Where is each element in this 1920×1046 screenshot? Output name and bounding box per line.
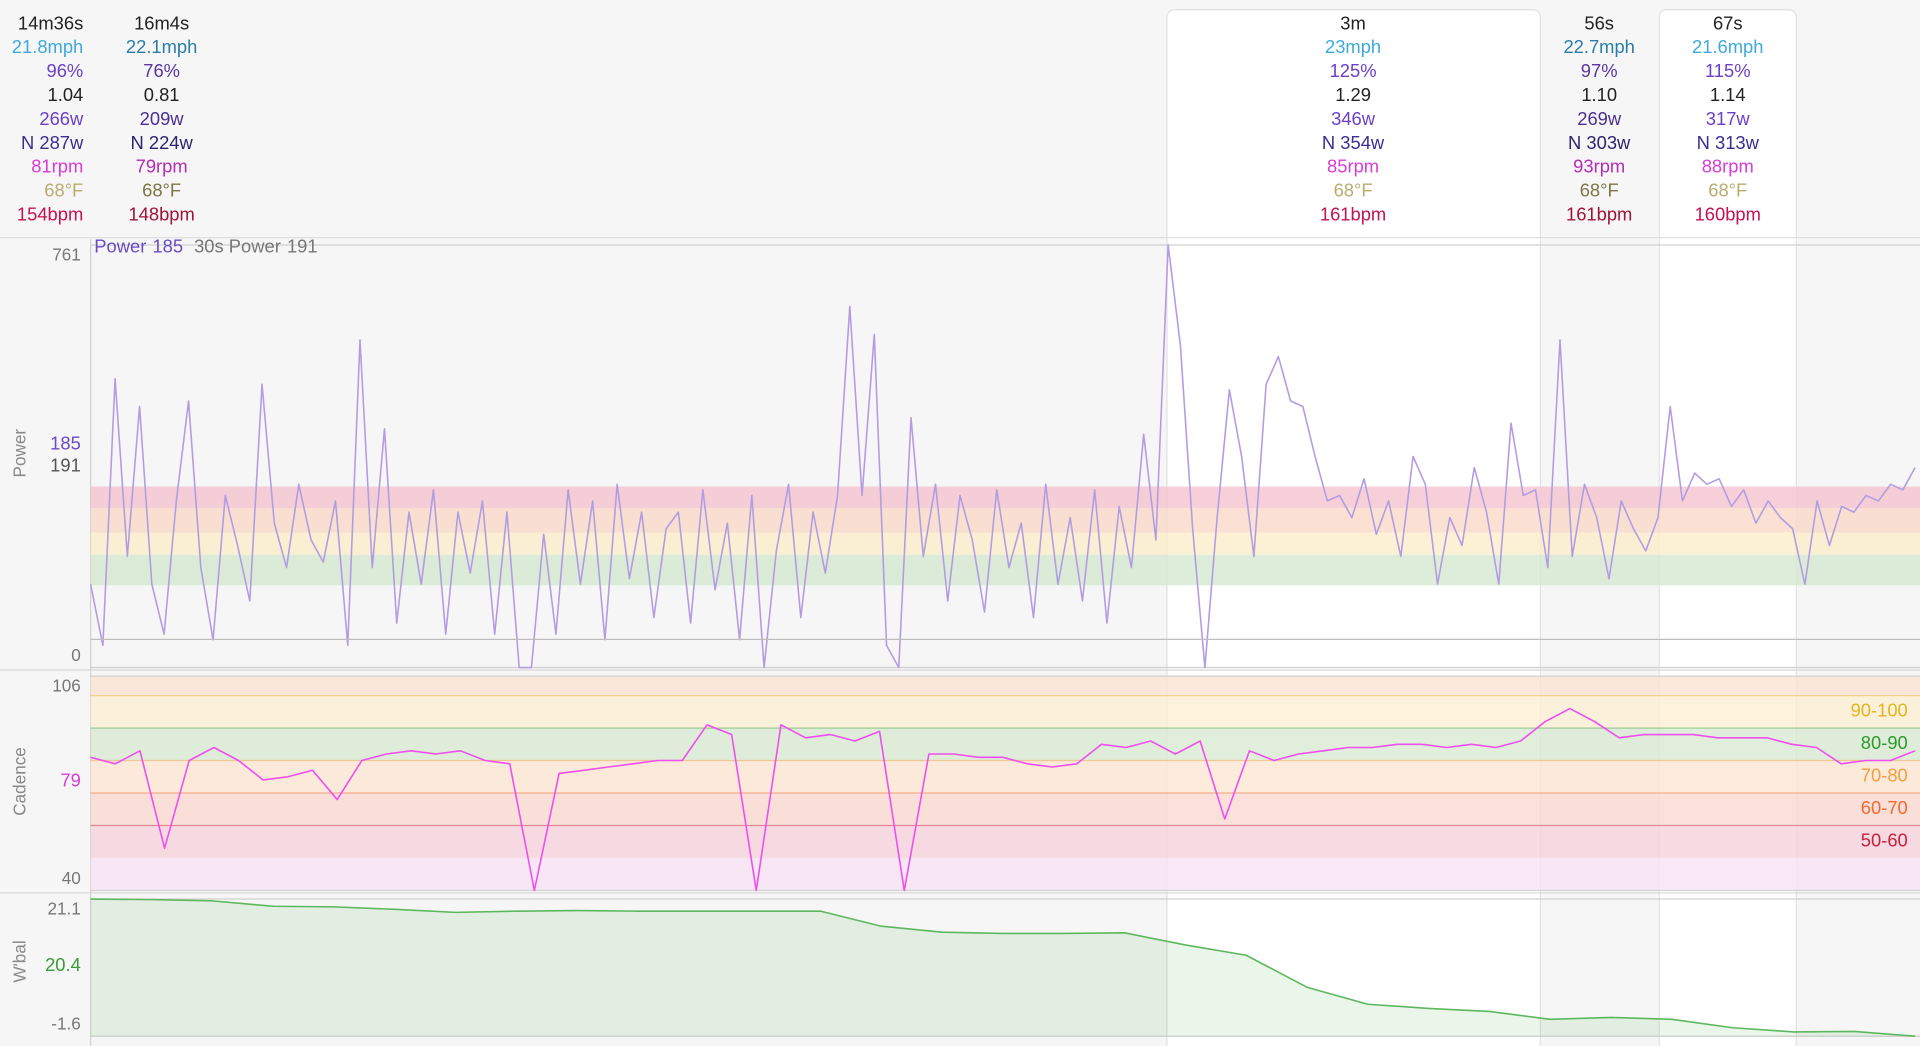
line: [89, 244, 1916, 669]
y-tick-label: 106: [52, 676, 81, 696]
stat-duration: 16m4s: [134, 12, 189, 33]
area: [90, 899, 1916, 1037]
stat-cadence: 85rpm: [1327, 156, 1379, 177]
stat-percent: 115%: [1705, 60, 1751, 81]
zone-band: [90, 825, 1920, 858]
stat-intensity: 1.29: [1335, 84, 1371, 105]
stat-normalized-power: N 287w: [21, 132, 84, 153]
y-tick-label: 0: [71, 645, 81, 665]
stat-temperature: 68°F: [1334, 180, 1373, 201]
stat-normalized-power: N 303w: [1568, 132, 1631, 153]
stat-heart-rate: 148bpm: [128, 203, 194, 224]
stat-power: 266w: [39, 108, 84, 129]
stat-percent: 125%: [1330, 60, 1377, 81]
stat-speed: 23mph: [1325, 36, 1381, 57]
zone-band: [90, 793, 1920, 826]
stat-percent: 96%: [47, 60, 84, 81]
zone-band: [90, 554, 1920, 586]
axis-title: Cadence: [9, 747, 29, 816]
legend[interactable]: Power 185 30s Power 191: [94, 235, 317, 256]
stat-normalized-power: N 313w: [1697, 132, 1760, 153]
zone-band: [90, 486, 1920, 509]
stat-duration: 3m: [1340, 12, 1366, 33]
stat-power: 209w: [140, 108, 185, 129]
stat-cadence: 79rpm: [136, 156, 188, 177]
zone-label: 60-70: [1861, 797, 1908, 818]
stat-power: 346w: [1331, 108, 1376, 129]
y-tick-label: 21.1: [47, 899, 80, 919]
stat-heart-rate: 160bpm: [1695, 203, 1761, 224]
zone-band: [90, 508, 1920, 533]
power-readout: 185: [50, 432, 81, 453]
cadence-readout: 79: [60, 769, 80, 790]
y-tick-label: -1.6: [51, 1014, 81, 1034]
stat-speed: 21.6mph: [1692, 36, 1763, 57]
wbal-readout: 20.4: [45, 954, 81, 975]
line: [90, 898, 1916, 1037]
y-tick-label: 40: [62, 868, 81, 888]
stat-cadence: 88rpm: [1702, 156, 1754, 177]
legend-value: 191: [287, 235, 318, 256]
stat-intensity: 0.81: [144, 84, 180, 105]
zone-band: [90, 760, 1920, 794]
stat-temperature: 68°F: [142, 180, 181, 201]
legend-value: 185: [152, 235, 183, 256]
axis-title: W'bal: [9, 940, 29, 982]
stat-speed: 21.8mph: [12, 36, 83, 57]
stat-heart-rate: 161bpm: [1320, 203, 1386, 224]
stat-speed: 22.7mph: [1563, 36, 1634, 57]
zone-label: 70-80: [1861, 765, 1908, 786]
stat-percent: 76%: [143, 60, 180, 81]
stat-intensity: 1.14: [1710, 84, 1746, 105]
stat-intensity: 1.10: [1581, 84, 1617, 105]
stat-percent: 97%: [1581, 60, 1618, 81]
stat-temperature: 68°F: [44, 180, 83, 201]
y-tick-label: 761: [52, 245, 81, 265]
stat-duration: 14m36s: [18, 12, 83, 33]
stat-cadence: 93rpm: [1573, 156, 1625, 177]
zone-band: [90, 728, 1920, 761]
zone-label: 90-100: [1851, 700, 1908, 721]
power-30s-readout: 191: [50, 455, 81, 476]
stat-heart-rate: 161bpm: [1566, 203, 1632, 224]
legend-name: Power: [94, 235, 146, 256]
zone-band: [90, 695, 1920, 729]
stat-intensity: 1.04: [48, 84, 84, 105]
stat-temperature: 68°F: [1580, 180, 1619, 201]
stat-normalized-power: N 354w: [1322, 132, 1385, 153]
stat-cadence: 81rpm: [31, 156, 83, 177]
stat-power: 317w: [1706, 108, 1751, 129]
stat-power: 269w: [1577, 108, 1622, 129]
stat-heart-rate: 154bpm: [17, 203, 83, 224]
axis-title: Power: [9, 429, 29, 478]
zone-band: [90, 857, 1920, 891]
stat-speed: 22.1mph: [126, 36, 197, 57]
legend-name: 30s Power: [194, 235, 281, 256]
zone-band: [90, 676, 1920, 696]
stat-duration: 56s: [1584, 12, 1614, 33]
stat-duration: 67s: [1713, 12, 1743, 33]
zone-label: 80-90: [1861, 732, 1908, 753]
charts: 0 761 90-100 80-90 70-80 60-70 50-60 40 106 -1.6 2…: [47, 244, 1920, 1037]
stat-temperature: 68°F: [1708, 180, 1747, 201]
line: [90, 707, 1916, 892]
stat-normalized-power: N 224w: [131, 132, 194, 153]
zone-label: 50-60: [1861, 830, 1908, 851]
